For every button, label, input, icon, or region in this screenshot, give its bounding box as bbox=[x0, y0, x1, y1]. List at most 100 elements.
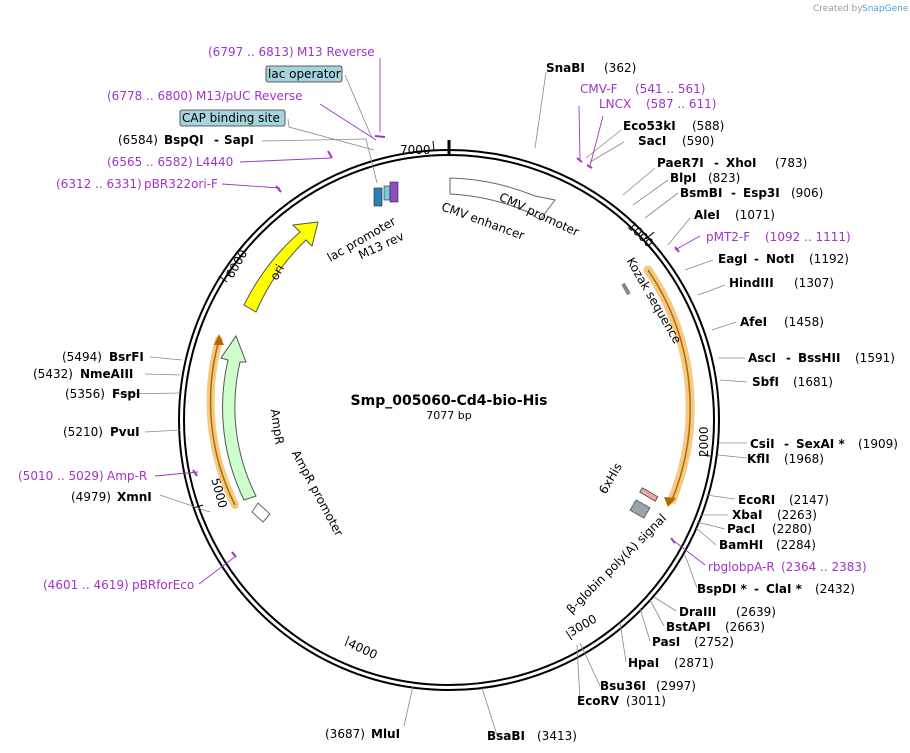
cmv-enhancer-arrow bbox=[449, 177, 556, 221]
site-sbfi: SbfI bbox=[752, 375, 779, 389]
site-bsabi: BsaBI bbox=[487, 729, 525, 743]
site-xhoi: XhoI bbox=[726, 156, 757, 170]
lac-promoter-mark bbox=[373, 187, 383, 207]
kozak-label: Kozak sequence bbox=[624, 255, 685, 346]
primer-pmt2f-range: (1092 .. 1111) bbox=[765, 230, 851, 244]
site-ecorv-pos: (3011) bbox=[626, 694, 666, 708]
site-xbai: XbaI bbox=[732, 508, 762, 522]
tick-5000 bbox=[192, 504, 204, 509]
site-hpai: HpaI bbox=[628, 656, 659, 670]
site-paci-pos: (2280) bbox=[772, 522, 812, 536]
primer-ampr: Amp-R bbox=[107, 469, 147, 483]
site-alei: AleI bbox=[694, 208, 720, 222]
site-bsshii: BssHII bbox=[798, 351, 840, 365]
site-ecorv: EcoRV bbox=[577, 694, 620, 708]
site-csii-pos: (1909) bbox=[858, 437, 898, 451]
site-hindiii: HindIII bbox=[729, 276, 774, 290]
site-csii: CsiI bbox=[750, 437, 775, 451]
site-snabi-pos: (362) bbox=[604, 61, 636, 75]
site-saci: SacI bbox=[638, 134, 666, 148]
primer-l4440-range: (6565 .. 6582) bbox=[107, 155, 193, 169]
tick-label-2000: 2000 bbox=[697, 426, 711, 457]
snapgene-brand: SnapGene bbox=[862, 4, 909, 14]
site-paer7i-pos: (783) bbox=[775, 156, 807, 170]
tick-6000 bbox=[218, 275, 228, 283]
site-bsmbi-pos: (906) bbox=[791, 186, 823, 200]
ori-label: ori bbox=[267, 262, 287, 283]
primer-marks bbox=[192, 135, 680, 558]
site-bsu36i-pos: (2997) bbox=[656, 679, 696, 693]
primer-pmt2f: pMT2-F bbox=[706, 230, 750, 244]
site-hpai-pos: (2871) bbox=[674, 656, 714, 670]
lac-operator-label: lac operator bbox=[268, 67, 341, 81]
site-bspdi-pos: (2432) bbox=[815, 582, 855, 596]
primer-m13-reverse-range: (6797 .. 6813) bbox=[208, 45, 294, 59]
site-fspi-pos: (5356) bbox=[65, 387, 105, 401]
site-sapi: SapI bbox=[224, 133, 254, 147]
left-leader-lines bbox=[117, 74, 378, 513]
site-xhoi-dash: - bbox=[714, 156, 719, 170]
tick-label-7000: 7000 bbox=[400, 143, 431, 157]
site-afei-pos: (1458) bbox=[784, 315, 824, 329]
primer-leader-lines bbox=[154, 58, 706, 585]
site-pasi: PasI bbox=[652, 635, 680, 649]
site-pasi-pos: (2752) bbox=[694, 635, 734, 649]
site-kfli-pos: (1968) bbox=[784, 452, 824, 466]
primer-ampr-range: (5010 .. 5029) bbox=[18, 469, 104, 483]
site-alei-pos: (1071) bbox=[735, 208, 775, 222]
site-noti: NotI bbox=[766, 252, 795, 266]
site-bamhi: BamHI bbox=[719, 538, 763, 552]
tick-4000 bbox=[344, 635, 350, 647]
primer-lncx: LNCX bbox=[599, 97, 631, 111]
site-bsabi-pos: (3413) bbox=[537, 729, 577, 743]
site-blpi: BlpI bbox=[670, 171, 696, 185]
orf-arc bbox=[647, 269, 691, 501]
site-eagi: EagI bbox=[718, 252, 747, 266]
primer-l4440: L4440 bbox=[196, 155, 233, 169]
site-sexai: SexAI * bbox=[796, 437, 845, 451]
site-ecori-pos: (2147) bbox=[789, 493, 829, 507]
tick-7000 bbox=[432, 140, 435, 152]
kozak-mark bbox=[621, 282, 631, 296]
primer-lncx-range: (587 .. 611) bbox=[646, 97, 716, 111]
site-kfli: KflI bbox=[747, 452, 770, 466]
cap-site-box bbox=[179, 109, 286, 127]
plasmid-name: Smp_005060-Cd4-bio-His bbox=[351, 393, 548, 409]
site-paci: PacI bbox=[727, 522, 755, 536]
site-clai: ClaI * bbox=[766, 582, 803, 596]
site-bspqi: BspQI bbox=[164, 133, 204, 147]
primer-pbrforeco-range: (4601 .. 4619) bbox=[43, 578, 129, 592]
site-draiii-pos: (2639) bbox=[736, 605, 776, 619]
bglobin-label: β-globin poly(A) signal bbox=[564, 511, 669, 616]
site-blpi-pos: (823) bbox=[708, 171, 740, 185]
tick-1000 bbox=[645, 231, 655, 240]
site-saci-pos: (590) bbox=[682, 134, 714, 148]
site-xbai-pos: (2263) bbox=[777, 508, 817, 522]
plasmid-size: 7077 bp bbox=[426, 409, 471, 422]
site-sexai-dash: - bbox=[784, 437, 789, 451]
site-asci-pos: (1591) bbox=[855, 351, 895, 365]
site-eco53ki-pos: (588) bbox=[692, 119, 724, 133]
site-xmni: XmnI bbox=[117, 490, 152, 504]
site-sapi-dash: - bbox=[214, 133, 219, 147]
site-fspi: FspI bbox=[112, 387, 140, 401]
cap-site-mark bbox=[383, 185, 391, 201]
primer-m13puc: M13/pUC Reverse bbox=[196, 89, 303, 103]
bglobin-mark bbox=[629, 499, 651, 519]
primer-pbrforeco: pBRforEco bbox=[132, 578, 194, 592]
site-afei: AfeI bbox=[740, 315, 767, 329]
tick-label-4000: 4000 bbox=[346, 636, 380, 662]
tick-label-6000: 6000 bbox=[223, 247, 250, 280]
lac-operator-mark bbox=[389, 181, 399, 203]
tick-3000 bbox=[565, 630, 573, 641]
tick-label-3000: 3000 bbox=[566, 612, 599, 639]
site-bspqi-pos: (6584) bbox=[118, 133, 158, 147]
site-bsshii-dash: - bbox=[786, 351, 791, 365]
primer-m13-reverse: M13 Reverse bbox=[297, 45, 375, 59]
site-bsrfi-pos: (5494) bbox=[62, 350, 102, 364]
site-eagi-pos: (1192) bbox=[809, 252, 849, 266]
site-esp3i: Esp3I bbox=[743, 186, 780, 200]
site-bstapi: BstAPI bbox=[666, 620, 711, 634]
sixhis-mark bbox=[639, 487, 659, 502]
site-bamhi-pos: (2284) bbox=[776, 538, 816, 552]
